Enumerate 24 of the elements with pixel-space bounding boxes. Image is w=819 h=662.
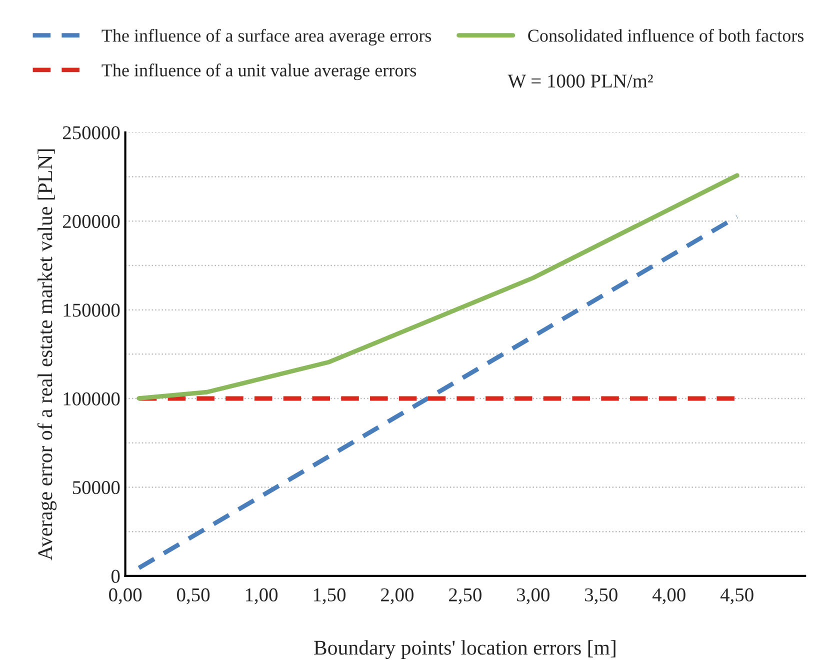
- legend-label: Consolidated influence of both factors: [528, 28, 804, 42]
- y-tick-label: 150000: [64, 304, 120, 317]
- y-tick-label: 200000: [62, 214, 120, 228]
- legend-label: The influence of a surface area average errors: [102, 28, 432, 46]
- x-tick-label: 0,00: [109, 588, 142, 604]
- line-series: [136, 173, 740, 401]
- line-series: [136, 214, 740, 570]
- y-tick-label: 100000: [64, 392, 120, 406]
- x-tick-label: 0,50: [177, 588, 210, 604]
- legend-label: The influence of a unit value average errors: [102, 64, 416, 80]
- x-tick-label: 1,50: [314, 588, 346, 604]
- x-tick-label: 2,50: [449, 588, 482, 604]
- y-axis-title: Average error of a real estate market value [PLN]: [37, 149, 57, 560]
- x-tick-label: 4,50: [720, 588, 754, 604]
- y-tick-label: 0: [111, 570, 120, 583]
- y-tick-label: 50000: [72, 481, 120, 494]
- x-axis-title: Boundary points' location errors [m]: [314, 640, 616, 660]
- x-tick-label: 2,00: [381, 588, 414, 604]
- x-tick-label: 1,00: [246, 588, 278, 604]
- x-tick-label: 3,00: [517, 588, 550, 604]
- y-tick-label: 250000: [62, 126, 120, 140]
- x-tick-label: 4,00: [652, 588, 686, 604]
- x-tick-label: 3,50: [585, 588, 618, 604]
- text: W = 1000 PLN/m²: [508, 74, 653, 88]
